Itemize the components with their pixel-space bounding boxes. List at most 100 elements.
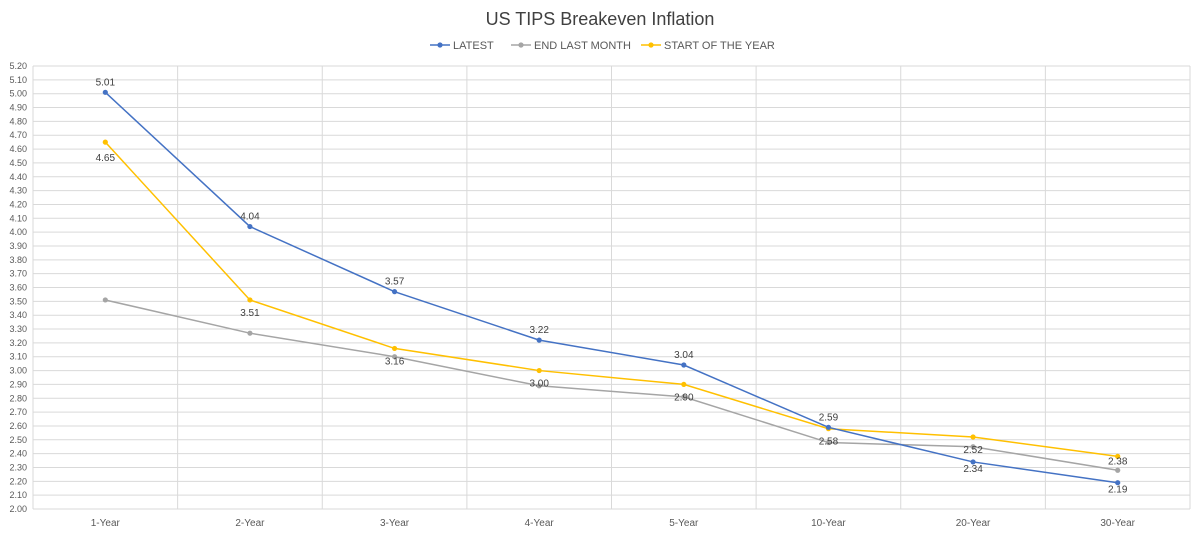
data-point [247,223,253,230]
y-tick-label: 3.80 [9,255,27,265]
x-tick-label: 10-Year [811,518,846,529]
y-tick-label: 5.20 [9,61,27,71]
y-tick-label: 3.20 [9,338,27,348]
y-tick-label: 3.50 [9,296,27,306]
data-point [681,381,687,388]
data-point [536,383,542,389]
data-point [102,139,108,145]
y-tick-label: 4.90 [9,103,27,113]
legend-item[interactable]: LATEST [430,40,494,52]
data-label: 2.59 [819,412,839,423]
series-line [104,91,1118,484]
y-tick-label: 3.40 [9,310,27,320]
y-tick-label: 4.60 [9,144,27,154]
legend-dot-marker [518,42,524,48]
y-tick-label: 2.50 [9,435,27,445]
y-tick-label: 2.10 [9,490,27,500]
data-label: 2.90 [674,392,694,403]
data-labels: 5.01 4.04 3.57 3.22 3.04 2.59 2.34 2.19 4.65 3.51… [96,77,1128,495]
legend-item[interactable]: START OF THE YEAR [641,40,775,52]
data-label: 2.34 [963,464,983,475]
y-tick-label: 4.00 [9,227,27,237]
chart-title: US TIPS Breakeven Inflation [486,9,715,29]
y-axis-ticks: 2.00 2.10 2.20 2.30 2.40 2.50 2.60 2.70 2.80 2.90… [9,61,27,514]
series-lines [104,91,1118,484]
data-label: 3.04 [674,350,694,361]
legend-dot-marker [437,42,443,48]
x-axis-ticks: 1-Year 2-Year 3-Year 4-Year 5-Year 10-Year 20-… [91,518,1136,529]
data-point [825,424,832,430]
legend-dot-marker [648,42,654,48]
data-point [391,354,398,360]
y-tick-label: 4.50 [9,158,27,168]
series-points [102,89,1121,486]
x-tick-label: 20-Year [956,518,991,529]
x-tick-label: 5-Year [669,518,699,529]
data-point [536,367,542,374]
data-point [102,89,108,95]
y-tick-label: 2.20 [9,476,27,486]
y-tick-label: 5.00 [9,89,27,99]
data-label: 3.51 [240,308,260,319]
data-label: 2.52 [963,445,983,456]
data-label: 2.58 [819,437,839,448]
y-tick-label: 4.30 [9,186,27,196]
data-label: 4.65 [96,153,116,164]
data-label: 4.04 [240,212,260,223]
y-tick-label: 3.60 [9,283,27,293]
x-tick-label: 3-Year [380,518,410,529]
legend-label: START OF THE YEAR [664,40,775,52]
y-tick-label: 3.00 [9,366,27,376]
y-tick-label: 3.90 [9,241,27,251]
y-tick-label: 3.30 [9,324,27,334]
legend: LATEST END LAST MONTH START OF THE YEAR [430,40,775,52]
data-label: 2.38 [1108,456,1128,467]
y-tick-label: 2.40 [9,449,27,459]
data-label: 3.00 [529,379,549,390]
y-tick-label: 4.20 [9,199,27,209]
x-tick-label: 1-Year [91,518,121,529]
y-tick-label: 5.10 [9,75,27,85]
y-tick-label: 2.00 [9,504,27,514]
data-point [970,459,976,465]
data-label: 3.57 [385,277,405,288]
y-tick-label: 3.70 [9,269,27,279]
y-tick-label: 3.10 [9,352,27,362]
data-label: 2.19 [1108,485,1128,496]
data-label: 3.16 [385,356,405,367]
y-tick-label: 4.70 [9,130,27,140]
data-point [970,444,976,450]
legend-item[interactable]: END LAST MONTH [511,40,631,52]
data-point [1115,467,1121,473]
data-point [970,434,976,440]
y-tick-label: 2.90 [9,379,27,389]
y-tick-label: 4.80 [9,116,27,126]
x-tick-label: 30-Year [1100,518,1135,529]
data-point [391,345,398,352]
data-point [102,297,108,303]
data-point [247,330,253,336]
y-tick-label: 2.60 [9,421,27,431]
series-line [105,299,1118,471]
data-point [825,439,832,446]
legend-label: END LAST MONTH [534,40,631,52]
gridlines [32,65,1191,510]
data-point [247,297,253,303]
data-point [391,289,398,295]
legend-label: LATEST [453,40,494,52]
data-point [1115,480,1121,486]
data-point [1115,453,1121,459]
data-point [681,362,687,368]
x-tick-label: 4-Year [525,518,555,529]
y-tick-label: 2.30 [9,462,27,472]
data-point [536,337,542,343]
y-tick-label: 2.70 [9,407,27,417]
data-point [681,394,687,400]
data-label: 3.22 [529,325,549,336]
y-tick-label: 2.80 [9,393,27,403]
data-label: 5.01 [96,77,116,88]
x-tick-label: 2-Year [235,518,265,529]
series-line [104,141,1118,458]
